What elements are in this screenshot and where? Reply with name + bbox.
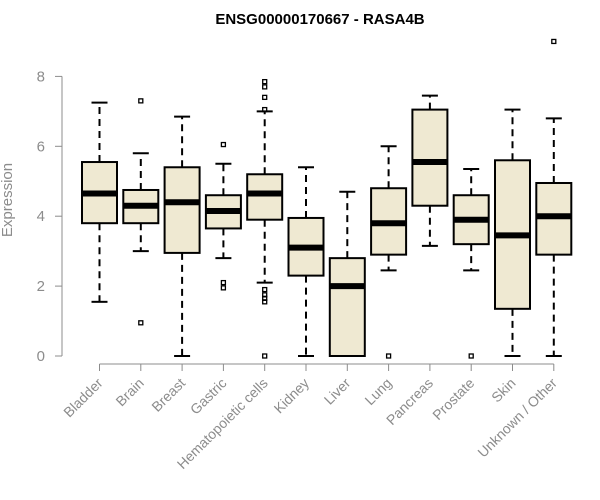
x-tick-label: Liver: [321, 375, 354, 408]
outlier-point: [551, 38, 557, 45]
y-tick-label: 8: [37, 68, 45, 85]
x-tick-label: Bladder: [60, 375, 106, 421]
box-pancreas: [411, 94, 449, 247]
box-hematopoietic-cells: [246, 78, 284, 359]
y-tick-label: 0: [37, 348, 45, 365]
x-tick-label: Breast: [148, 375, 188, 415]
x-tick-label: Brain: [112, 375, 146, 409]
y-tick-label: 4: [37, 208, 45, 225]
iqr-box: [411, 108, 449, 207]
iqr-box: [163, 166, 201, 254]
outlier-point: [262, 78, 268, 85]
outlier-point: [262, 94, 268, 101]
box-breast: [163, 115, 201, 357]
outlier-point: [262, 106, 268, 113]
x-tick-label: Skin: [488, 375, 519, 406]
box-lung: [370, 145, 408, 359]
x-tick-label: Lung: [361, 375, 394, 408]
box-unknown-other: [535, 38, 573, 357]
outlier-point: [468, 353, 474, 359]
x-tick-label: Prostate: [429, 375, 477, 423]
box-prostate: [452, 168, 490, 359]
outlier-point: [262, 353, 268, 359]
y-tick-label: 2: [37, 278, 45, 295]
y-axis: 0 2 4 6 8: [37, 68, 63, 365]
outlier-point: [138, 98, 144, 104]
chart-title: ENSG00000170667 - RASA4B: [215, 11, 424, 28]
outlier-point: [220, 285, 227, 291]
y-tick-label: 6: [37, 138, 45, 155]
y-axis-label: Expression: [0, 163, 16, 237]
box-liver: [328, 190, 366, 358]
iqr-box: [328, 257, 366, 358]
outlier-point: [262, 299, 268, 305]
box-gastric: [204, 141, 242, 291]
outlier-point: [138, 320, 144, 326]
outlier-point: [262, 84, 268, 90]
outlier-point: [262, 286, 268, 293]
boxes: [81, 38, 573, 359]
iqr-box: [246, 173, 284, 221]
box-brain: [122, 98, 160, 326]
box-kidney: [287, 166, 325, 357]
box-bladder: [81, 101, 118, 303]
box-skin: [494, 108, 531, 357]
outlier-point: [220, 141, 227, 148]
outlier-point: [385, 353, 392, 359]
outlier-point: [220, 279, 227, 286]
x-tick-label: Kidney: [271, 375, 313, 417]
